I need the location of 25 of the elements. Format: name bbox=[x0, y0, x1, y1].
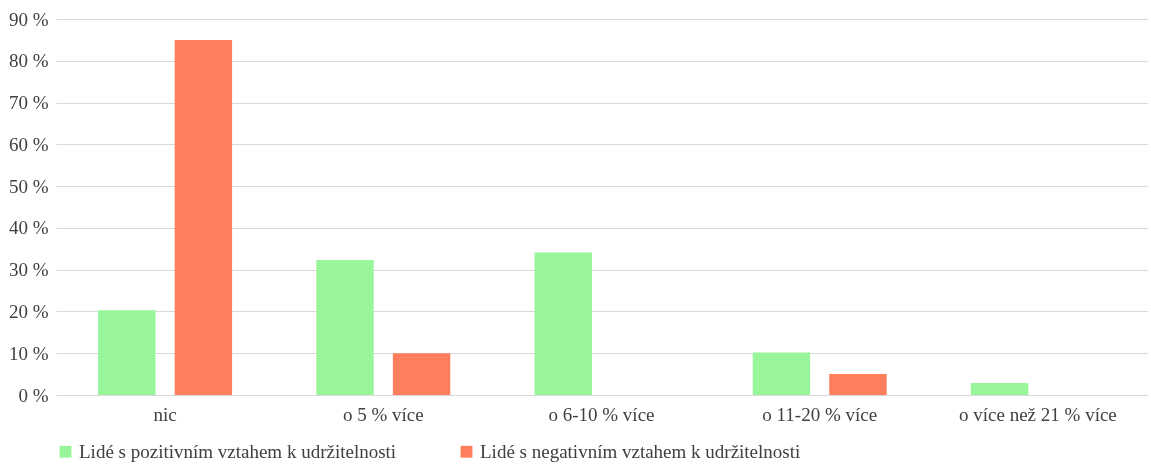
y-tick-label: 20 % bbox=[8, 300, 49, 322]
x-tick-label: nic bbox=[153, 403, 177, 425]
y-tick-label: 0 % bbox=[18, 384, 49, 406]
x-tick-label: o 11-20 % více bbox=[762, 403, 878, 425]
y-tick-label: 50 % bbox=[8, 175, 49, 197]
y-tick-label: 40 % bbox=[8, 217, 49, 239]
legend-label: Lidé s pozitivním vztahem k udržitelnosti bbox=[79, 440, 397, 462]
legend-label: Lidé s negativním vztahem k udržitelnosti bbox=[480, 440, 801, 462]
bar bbox=[174, 39, 233, 395]
bar bbox=[829, 374, 887, 395]
y-tick-label: 10 % bbox=[8, 342, 49, 364]
bar bbox=[534, 252, 592, 395]
y-tick-label: 30 % bbox=[8, 259, 49, 281]
bar bbox=[392, 353, 451, 395]
x-tick-label: o 5 % více bbox=[342, 403, 424, 425]
y-tick-label: 60 % bbox=[8, 133, 49, 155]
bar bbox=[970, 382, 1029, 395]
x-tick-label: o více než 21 % více bbox=[959, 403, 1117, 425]
bar bbox=[752, 352, 811, 395]
bar bbox=[98, 310, 156, 395]
y-tick-label: 70 % bbox=[8, 92, 49, 114]
x-tick-label: o 6-10 % více bbox=[548, 403, 655, 425]
y-tick-label: 90 % bbox=[8, 8, 49, 30]
bar bbox=[316, 260, 374, 395]
y-tick-label: 80 % bbox=[8, 50, 49, 72]
